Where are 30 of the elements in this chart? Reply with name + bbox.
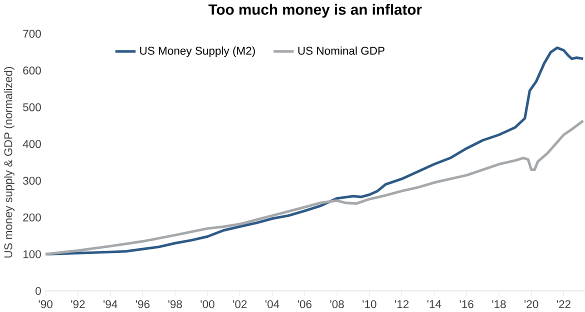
y-tick-label: 500 xyxy=(23,103,41,112)
x-tick-label: '14 xyxy=(427,300,442,308)
x-tick-label: '02 xyxy=(233,300,247,308)
chart-title: Too much money is an inflator xyxy=(208,4,422,18)
y-tick-label: 700 xyxy=(23,30,41,38)
legend-label: US Money Supply (M2) xyxy=(140,46,255,57)
x-tick-label: '94 xyxy=(104,300,118,308)
x-tick-label: '12 xyxy=(395,300,409,308)
y-axis-title: US money supply & GDP (normalized) xyxy=(4,67,14,258)
legend-label: US Nominal GDP xyxy=(298,46,384,55)
x-tick-label: '96 xyxy=(136,300,150,308)
y-tick-label: 0 xyxy=(36,286,41,295)
x-tick-label: '18 xyxy=(492,300,506,308)
y-tick-label: 400 xyxy=(22,140,41,148)
line-series xyxy=(44,120,584,256)
x-tick-label: '04 xyxy=(265,300,280,308)
y-tick-label: 300 xyxy=(23,176,41,185)
x-tick-label: '06 xyxy=(298,300,312,308)
x-tick-label: '98 xyxy=(168,300,182,308)
x-tick-label: '92 xyxy=(71,300,85,308)
x-tick-label: '16 xyxy=(460,300,474,308)
y-tick-label: 600 xyxy=(23,66,41,74)
x-tick-label: '22 xyxy=(556,300,570,308)
x-tick-label: '00 xyxy=(200,300,214,308)
x-tick-label: '90 xyxy=(38,300,52,308)
x-tick-label: '20 xyxy=(524,300,538,308)
y-tick-label: 100 xyxy=(23,250,41,258)
x-tick-label: '10 xyxy=(362,300,376,308)
x-tick-label: '08 xyxy=(330,300,344,308)
y-tick-label: 200 xyxy=(23,213,41,222)
